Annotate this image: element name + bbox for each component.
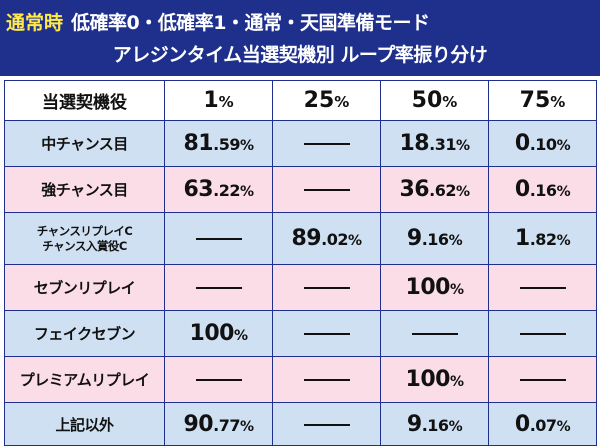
- value-cell: 9.16%: [380, 402, 489, 446]
- row-label: 強チャンス目: [4, 166, 165, 213]
- column-header-75pct: 75%: [488, 80, 597, 121]
- value-cell: [380, 310, 489, 357]
- column-header-1pct-label: 1%: [203, 88, 234, 113]
- empty-dash: [519, 379, 566, 381]
- value-cell: 0.10%: [488, 120, 597, 167]
- value-cell: [272, 310, 381, 357]
- value-cell: 81.59%: [164, 120, 273, 167]
- value-cell: [272, 120, 381, 167]
- title-line-2: アレジンタイム当選契機別 ループ率振り分け: [112, 44, 488, 66]
- empty-dash: [195, 287, 242, 289]
- value-cell: [488, 356, 597, 403]
- row-label: チャンスリプレイC チャンス入賞役C: [4, 212, 165, 265]
- value-cell: [272, 166, 381, 213]
- row-label-line: チャンスリプレイC: [36, 223, 133, 238]
- empty-dash: [303, 423, 350, 426]
- value-cell: 18.31%: [380, 120, 489, 167]
- value-cell: [164, 212, 273, 265]
- row-label: 上記以外: [4, 402, 165, 446]
- value-cell: 63.22%: [164, 166, 273, 213]
- value-cell: [488, 264, 597, 311]
- column-header-50pct: 50%: [380, 80, 489, 121]
- row-label: フェイクセブン: [4, 310, 165, 357]
- empty-dash: [195, 238, 242, 240]
- header-line-1: 通常時 低確率0・低確率1・通常・天国準備モード: [6, 6, 430, 36]
- value-cell: 100%: [380, 356, 489, 403]
- row-label: セブンリプレイ: [4, 264, 165, 311]
- value-cell: 1.82%: [488, 212, 597, 265]
- value-cell: 9.16%: [380, 212, 489, 265]
- value-cell: 90.77%: [164, 402, 273, 446]
- value-cell: [488, 310, 597, 357]
- row-label: 中チャンス目: [4, 120, 165, 167]
- table-row: 強チャンス目 63.22% 36.62% 0.16%: [4, 166, 597, 213]
- value-cell: [164, 356, 273, 403]
- empty-dash: [519, 287, 566, 289]
- table-row: フェイクセブン 100%: [4, 310, 597, 357]
- column-header-25pct-label: 25%: [303, 88, 350, 113]
- header: 通常時 低確率0・低確率1・通常・天国準備モード アレジンタイム当選契機別 ルー…: [0, 0, 600, 76]
- table-row: 中チャンス目 81.59% 18.31% 0.10%: [4, 120, 597, 167]
- column-header-1pct: 1%: [164, 80, 273, 121]
- column-header-25pct: 25%: [272, 80, 381, 121]
- value-cell: 36.62%: [380, 166, 489, 213]
- empty-dash: [303, 379, 350, 381]
- mode-badge: 通常時: [6, 11, 64, 34]
- header-row: 当選契機役 1% 25% 50% 75%: [4, 80, 597, 121]
- table-row: チャンスリプレイC チャンス入賞役C 89.02% 9.16% 1.82%: [4, 212, 597, 265]
- column-header-trigger: 当選契機役: [4, 80, 165, 121]
- value-cell: 0.07%: [488, 402, 597, 446]
- value-cell: 0.16%: [488, 166, 597, 213]
- table-row: 上記以外 90.77% 9.16% 0.07%: [4, 402, 597, 446]
- value-cell: 100%: [164, 310, 273, 357]
- empty-dash: [303, 189, 350, 191]
- empty-dash: [411, 333, 458, 335]
- value-cell: 89.02%: [272, 212, 381, 265]
- table-row: セブンリプレイ 100%: [4, 264, 597, 311]
- value-cell: [272, 356, 381, 403]
- empty-dash: [303, 333, 350, 335]
- row-label-line: チャンス入賞役C: [42, 238, 127, 253]
- empty-dash: [195, 379, 242, 381]
- column-header-75pct-label: 75%: [519, 88, 566, 113]
- empty-dash: [303, 143, 350, 145]
- title-line-1: 低確率0・低確率1・通常・天国準備モード: [71, 11, 430, 34]
- table-row: プレミアムリプレイ 100%: [4, 356, 597, 403]
- value-cell: [272, 402, 381, 446]
- value-cell: 100%: [380, 264, 489, 311]
- value-cell: [272, 264, 381, 311]
- empty-dash: [519, 333, 566, 335]
- row-label: プレミアムリプレイ: [4, 356, 165, 403]
- value-cell: [164, 264, 273, 311]
- column-header-50pct-label: 50%: [411, 88, 458, 113]
- empty-dash: [303, 287, 350, 289]
- loop-rate-table: 当選契機役 1% 25% 50% 75% 中チャンス目 81.59% 18.31…: [4, 80, 597, 446]
